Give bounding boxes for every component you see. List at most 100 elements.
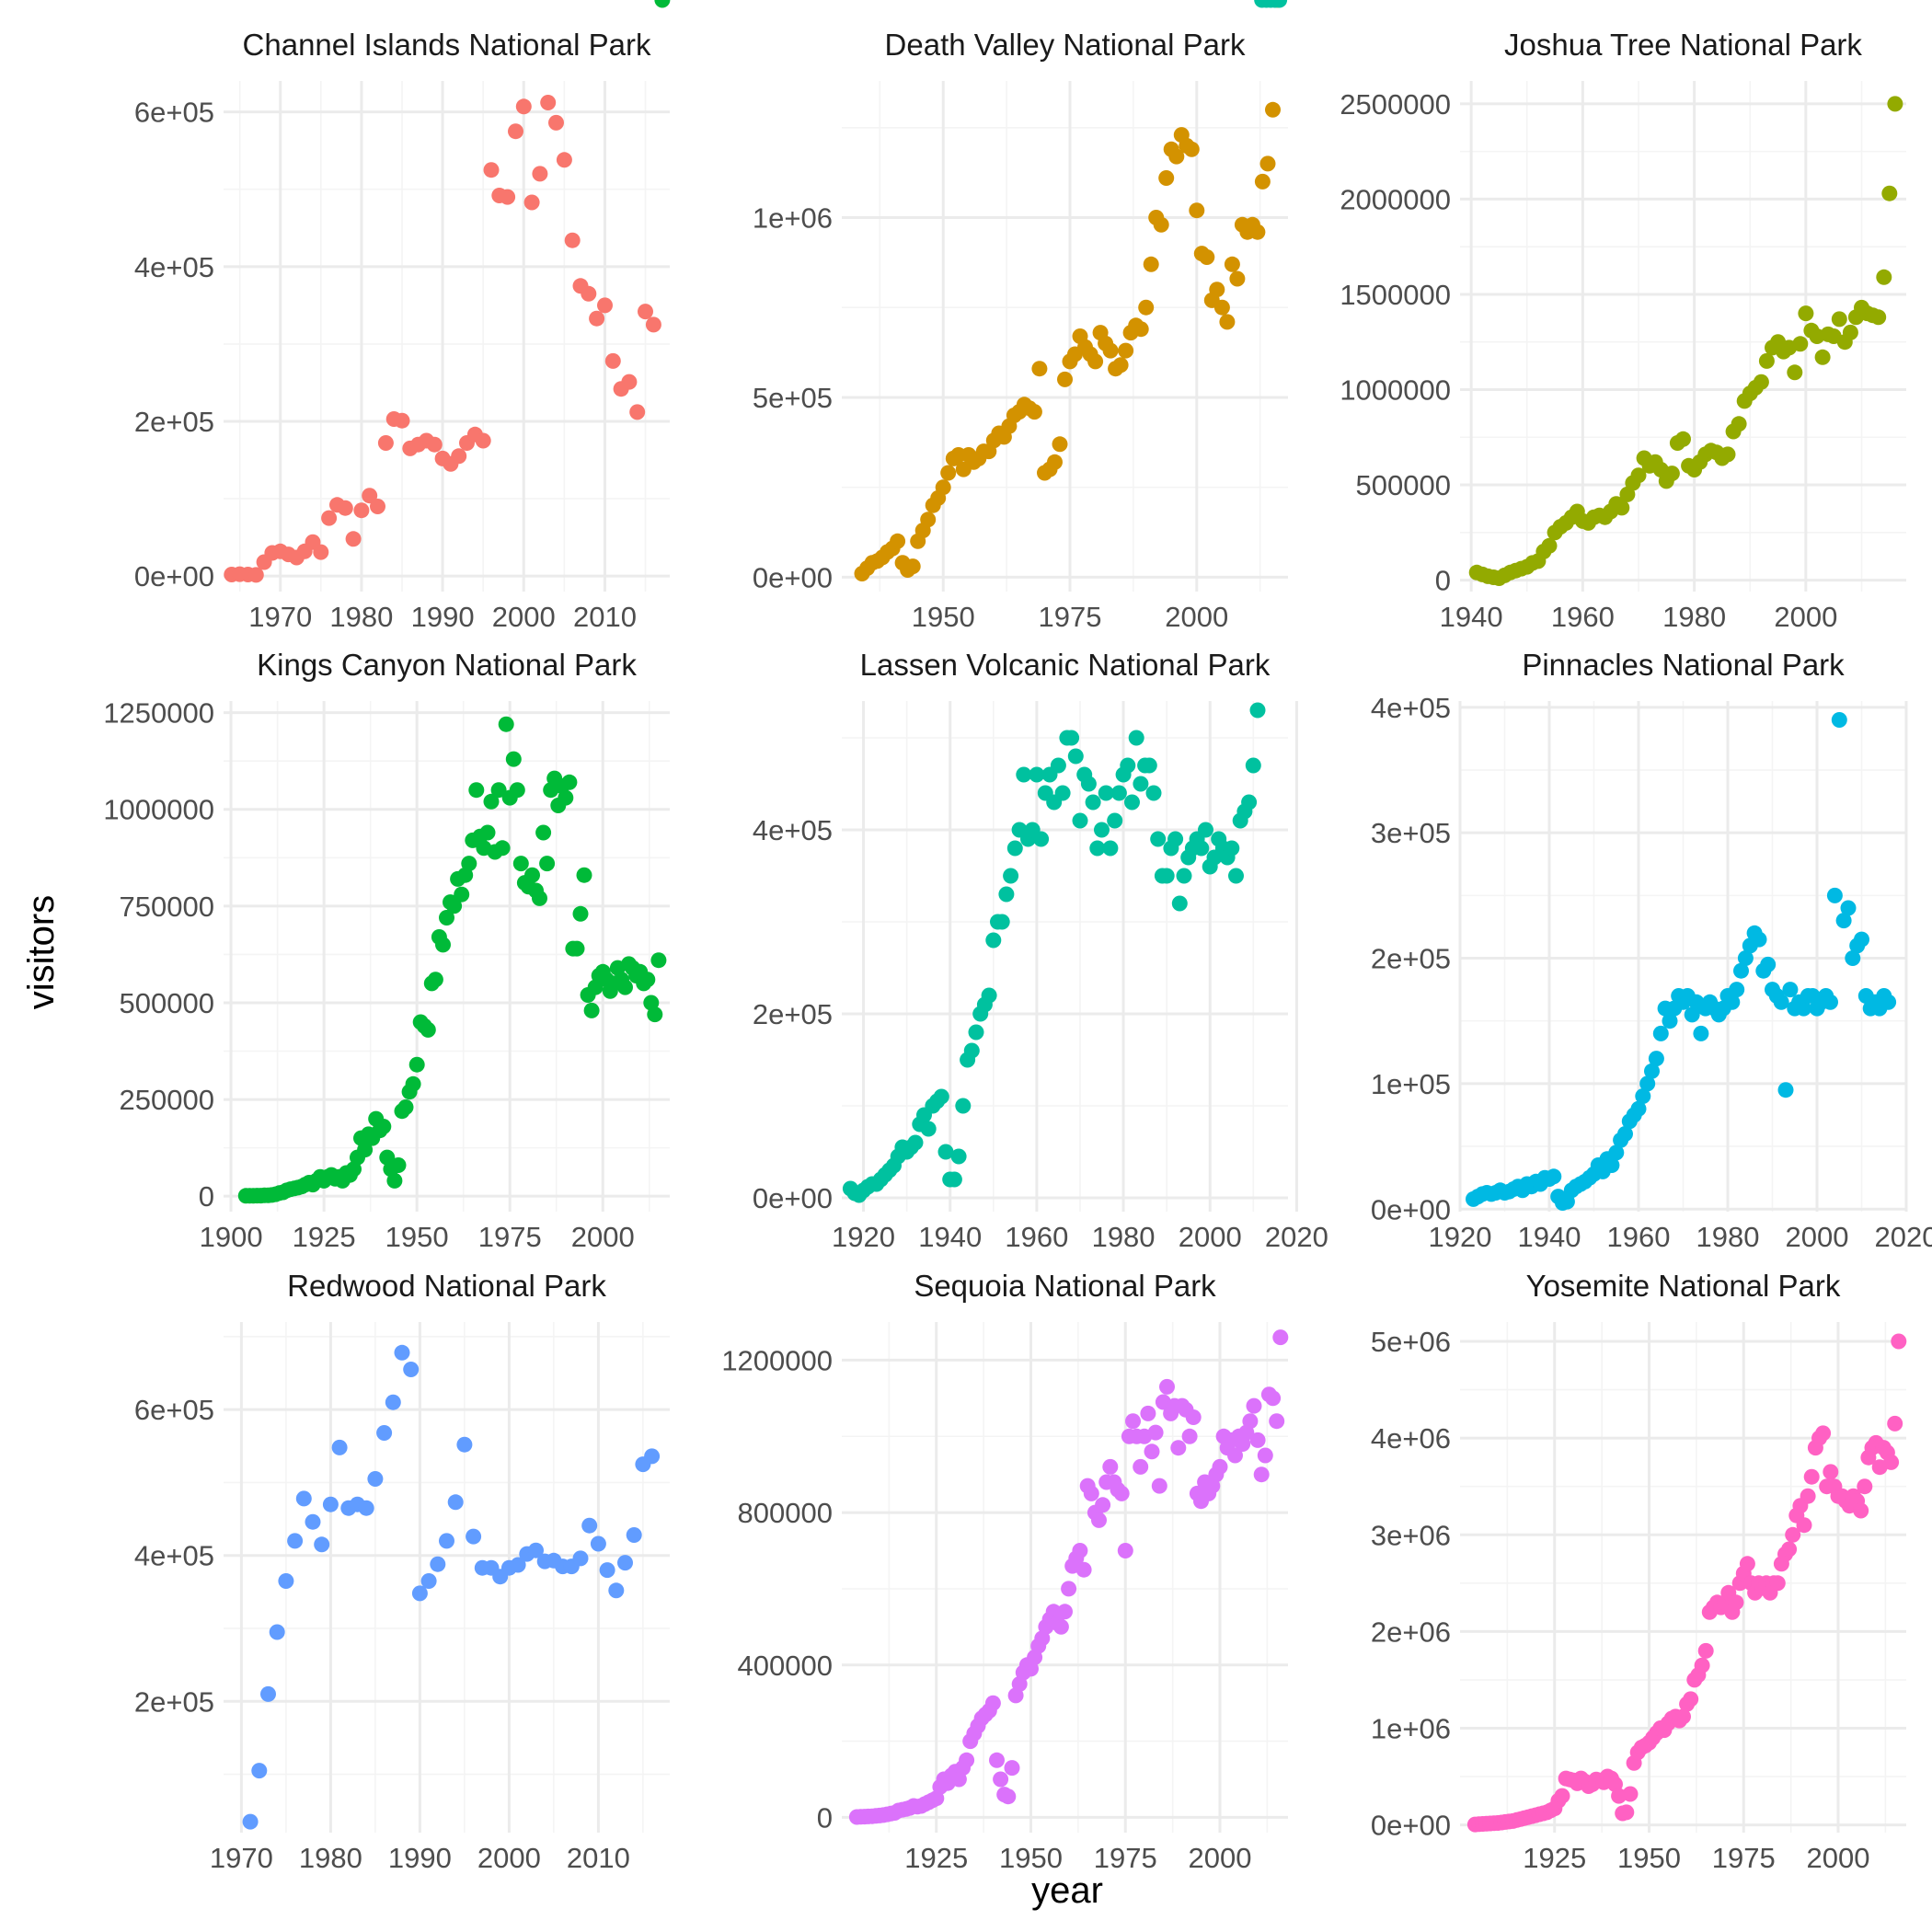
data-point [385,1394,401,1410]
data-point [1064,730,1080,746]
data-point [989,1752,1005,1768]
data-point [1133,321,1149,338]
data-point [1554,1788,1570,1804]
data-point [1118,342,1134,359]
data-point [1724,994,1741,1010]
data-point [1125,1413,1141,1430]
data-point [1835,913,1852,929]
data-point [1693,1025,1709,1041]
data-point [1887,96,1903,112]
data-point [1185,1409,1202,1425]
data-point [1782,982,1799,998]
data-point [1050,757,1066,774]
data-point [408,1056,425,1073]
data-point [1057,1604,1073,1620]
data-point [629,404,646,420]
data-point [494,840,511,857]
data-point [1112,357,1129,374]
data-point [1133,776,1149,792]
x-tick-label: 1950 [999,1842,1063,1874]
data-point [1753,374,1769,390]
data-point [1719,446,1736,463]
data-point [597,297,613,314]
x-axis-label: year [1031,1870,1103,1911]
data-point [1737,950,1754,966]
panel-title: Joshua Tree National Park [1504,28,1862,62]
data-point [1061,1581,1077,1597]
data-point [512,856,529,872]
x-tick-label: 1970 [248,601,312,633]
data-point [540,95,557,110]
facet-panel: 1925 1950 1975 2000 0e+00 1e+06 2e+06 3e+06 4e+0… [1371,1269,1907,1874]
data-point [955,1098,972,1114]
data-point [608,1582,625,1599]
y-tick-label: 3e+06 [1371,1519,1451,1551]
data-point [370,499,385,514]
x-tick-label: 1925 [1523,1842,1586,1874]
data-point [435,937,451,953]
data-point [509,782,525,799]
data-point [1158,868,1175,884]
data-point [645,316,661,333]
data-point [1167,831,1184,847]
data-point [576,867,592,883]
data-point [1168,148,1185,165]
x-tick-label: 1975 [1039,601,1102,633]
data-point [278,1573,294,1589]
panel-title: Redwood National Park [287,1269,606,1303]
data-point [981,987,997,1004]
x-tick-label: 2000 [492,601,556,633]
data-point [1617,1126,1633,1142]
data-point [375,1119,392,1134]
data-point [1171,895,1188,912]
x-tick-label: 1980 [299,1842,362,1874]
data-point [515,98,532,115]
x-tick-label: 2000 [1179,1221,1242,1253]
data-point [959,1752,975,1768]
data-point [1683,1691,1699,1708]
data-point [1213,299,1230,316]
data-point [1781,1541,1798,1558]
data-point [1098,785,1114,801]
data-point [353,502,370,519]
data-point [1785,1526,1801,1543]
data-point [1227,1447,1243,1464]
data-point [998,886,1015,903]
data-point [1183,141,1200,157]
panel-title: Death Valley National Park [885,28,1246,62]
data-point [1150,831,1167,847]
data-point [1029,766,1045,783]
data-point [420,1573,437,1589]
x-tick-label: 1975 [1094,1842,1157,1874]
data-point [1787,364,1803,381]
data-point [461,856,477,872]
y-tick-label: 1e+06 [1371,1712,1451,1744]
data-point [510,1557,526,1573]
data-point [500,189,516,205]
data-point [337,500,353,516]
panel-title: Yosemite National Park [1526,1269,1841,1303]
data-point [498,716,514,732]
data-point [528,1542,544,1558]
data-point [1189,202,1205,219]
x-tick-label: 2000 [1786,1221,1849,1253]
data-point [626,1527,642,1543]
data-point [984,1695,1001,1711]
x-tick-label: 2000 [1189,1842,1252,1874]
data-point [439,910,454,926]
data-point [539,856,556,872]
data-point [1697,1642,1714,1659]
x-tick-label: 2020 [1265,1221,1328,1253]
y-tick-label: 2500000 [1340,88,1451,121]
data-point [475,432,491,449]
data-point [1083,1485,1099,1501]
data-point [1004,1760,1020,1777]
y-tick-label: 2000000 [1340,183,1451,215]
data-point [1259,155,1276,172]
data-point [1229,270,1246,287]
data-point [1733,962,1749,979]
x-tick-label: 1980 [329,601,393,633]
data-point [1662,1013,1678,1029]
data-point [581,1517,598,1534]
data-point [295,1490,312,1507]
